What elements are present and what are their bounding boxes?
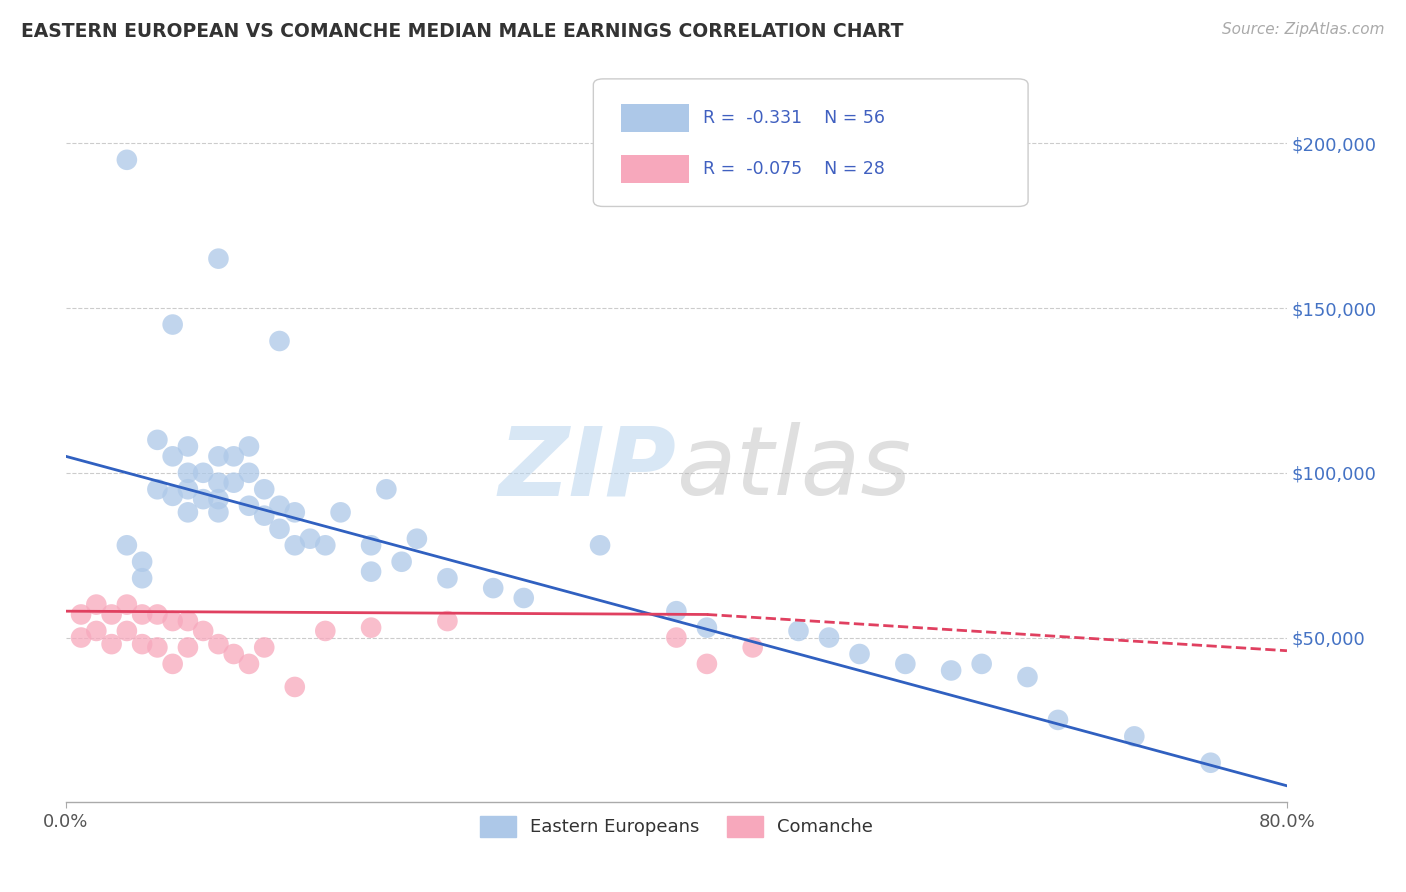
Point bbox=[146, 640, 169, 655]
Point bbox=[146, 433, 169, 447]
Point bbox=[86, 624, 108, 638]
Point bbox=[70, 631, 93, 645]
Point bbox=[207, 450, 229, 464]
Point bbox=[207, 637, 229, 651]
Point bbox=[86, 598, 108, 612]
Point bbox=[162, 450, 184, 464]
Point bbox=[207, 492, 229, 507]
Point bbox=[1017, 670, 1039, 684]
Text: atlas: atlas bbox=[676, 422, 911, 516]
Point bbox=[665, 631, 688, 645]
Point bbox=[207, 505, 229, 519]
Point bbox=[162, 657, 184, 671]
Point bbox=[162, 318, 184, 332]
Point bbox=[131, 607, 153, 622]
Point bbox=[162, 614, 184, 628]
Point bbox=[406, 532, 429, 546]
Point bbox=[146, 607, 169, 622]
Point bbox=[100, 637, 122, 651]
Point bbox=[238, 499, 260, 513]
Point bbox=[193, 624, 215, 638]
Point bbox=[253, 508, 276, 523]
Point bbox=[207, 252, 229, 266]
FancyBboxPatch shape bbox=[593, 78, 1028, 206]
Point bbox=[177, 640, 200, 655]
Point bbox=[329, 505, 352, 519]
Point bbox=[131, 555, 153, 569]
Point bbox=[238, 466, 260, 480]
Point bbox=[207, 475, 229, 490]
Point bbox=[375, 483, 398, 497]
Point bbox=[131, 637, 153, 651]
Point bbox=[696, 657, 718, 671]
Point bbox=[696, 621, 718, 635]
Point bbox=[177, 483, 200, 497]
Point bbox=[436, 571, 458, 585]
Point bbox=[193, 466, 215, 480]
Point bbox=[70, 607, 93, 622]
Point bbox=[177, 614, 200, 628]
Point bbox=[787, 624, 810, 638]
Point bbox=[894, 657, 917, 671]
Point bbox=[818, 631, 841, 645]
Text: ZIP: ZIP bbox=[499, 422, 676, 516]
Point bbox=[1046, 713, 1069, 727]
Point bbox=[115, 538, 138, 552]
Point bbox=[299, 532, 322, 546]
Point bbox=[436, 614, 458, 628]
Point bbox=[131, 571, 153, 585]
Point bbox=[222, 475, 245, 490]
Point bbox=[269, 499, 291, 513]
Point bbox=[222, 647, 245, 661]
Point bbox=[100, 607, 122, 622]
Point bbox=[1199, 756, 1222, 770]
Point bbox=[115, 624, 138, 638]
Text: Source: ZipAtlas.com: Source: ZipAtlas.com bbox=[1222, 22, 1385, 37]
Bar bbox=[621, 155, 689, 183]
Bar bbox=[621, 104, 689, 132]
Point bbox=[939, 664, 962, 678]
Text: R =  -0.075    N = 28: R = -0.075 N = 28 bbox=[703, 160, 886, 178]
Point bbox=[589, 538, 612, 552]
Point bbox=[284, 505, 307, 519]
Point bbox=[360, 621, 382, 635]
Point bbox=[284, 538, 307, 552]
Point bbox=[848, 647, 870, 661]
Point bbox=[162, 489, 184, 503]
Point bbox=[115, 598, 138, 612]
Point bbox=[253, 483, 276, 497]
Point bbox=[177, 505, 200, 519]
Point bbox=[391, 555, 413, 569]
Point bbox=[482, 581, 505, 595]
Point bbox=[360, 538, 382, 552]
Text: R =  -0.331    N = 56: R = -0.331 N = 56 bbox=[703, 109, 886, 127]
Point bbox=[177, 466, 200, 480]
Point bbox=[115, 153, 138, 167]
Text: EASTERN EUROPEAN VS COMANCHE MEDIAN MALE EARNINGS CORRELATION CHART: EASTERN EUROPEAN VS COMANCHE MEDIAN MALE… bbox=[21, 22, 904, 41]
Point bbox=[314, 624, 336, 638]
Point bbox=[222, 450, 245, 464]
Point bbox=[284, 680, 307, 694]
Legend: Eastern Europeans, Comanche: Eastern Europeans, Comanche bbox=[472, 809, 880, 844]
Point bbox=[253, 640, 276, 655]
Point bbox=[741, 640, 763, 655]
Point bbox=[970, 657, 993, 671]
Point bbox=[146, 483, 169, 497]
Point bbox=[238, 657, 260, 671]
Point bbox=[314, 538, 336, 552]
Point bbox=[665, 604, 688, 618]
Point bbox=[193, 492, 215, 507]
Point bbox=[1123, 730, 1146, 744]
Point bbox=[238, 439, 260, 453]
Point bbox=[513, 591, 536, 605]
Point bbox=[360, 565, 382, 579]
Point bbox=[177, 439, 200, 453]
Point bbox=[269, 334, 291, 348]
Point bbox=[269, 522, 291, 536]
